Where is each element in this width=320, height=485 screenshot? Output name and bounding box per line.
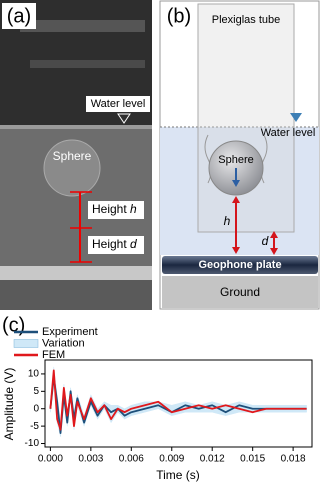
tube-label: Plexiglas tube	[212, 14, 281, 26]
series-line	[49, 369, 307, 431]
legend-swatch	[13, 339, 39, 348]
label-word: Height	[92, 202, 127, 216]
y-tick-label: 10	[28, 369, 40, 380]
label-box	[88, 201, 144, 219]
base	[0, 280, 152, 310]
plate	[0, 266, 152, 280]
x-tick-label: 0.018	[281, 454, 306, 465]
label-symbol: d	[130, 237, 137, 251]
x-tick-label: 0.015	[240, 454, 265, 465]
water-level-marker	[117, 113, 131, 124]
ground	[162, 276, 318, 308]
photo-panel: (a) Water level Sphere Height h Height d	[0, 0, 152, 310]
x-tick-label: 0.000	[38, 454, 63, 465]
label-word: Height	[92, 237, 127, 251]
legend-label: Variation	[42, 337, 85, 349]
legend-label: Experiment	[42, 326, 98, 338]
frame-bar	[20, 20, 145, 32]
series-line	[49, 376, 307, 434]
y-tick-label: 0	[33, 403, 39, 414]
water-level-label: Water level	[261, 127, 316, 139]
geophone-plate	[162, 256, 318, 274]
d-label: d	[262, 234, 269, 248]
velocity-arrow-head	[232, 180, 240, 187]
label-box	[86, 96, 150, 112]
water-level-label: Water level	[91, 98, 146, 110]
sphere-label: Sphere	[218, 154, 253, 166]
d-arrow-head	[270, 248, 278, 255]
d-arrow-head	[270, 231, 278, 238]
chart-panel: (c) Time (s) Amplitude (V) 0.000 0.003 0.0…	[2, 314, 313, 482]
x-tick-label: 0.006	[119, 454, 144, 465]
sphere	[43, 139, 101, 197]
height-d-label: Height d	[92, 237, 137, 251]
ground-label: Ground	[220, 285, 260, 299]
x-tick-label: 0.003	[78, 454, 103, 465]
label-box	[2, 3, 36, 29]
y-tick-label: -10	[25, 438, 40, 449]
panel-label: (a)	[7, 5, 31, 27]
height-h-label: Height h	[92, 202, 137, 216]
water-surface	[0, 125, 152, 129]
x-tick-label: 0.009	[159, 454, 184, 465]
panel-label: (b)	[167, 5, 191, 27]
h-arrow-head	[232, 247, 240, 254]
diagram-panel: Plexiglas tube Water level Sphere h d Ge…	[159, 0, 320, 310]
x-axis-label: Time (s)	[156, 468, 200, 482]
label-box	[88, 236, 144, 254]
h-label: h	[224, 214, 231, 228]
x-tick-label: 0.012	[200, 454, 225, 465]
legend-label: FEM	[42, 349, 65, 361]
y-axis-label: Amplitude (V)	[2, 368, 16, 441]
tube	[197, 3, 295, 233]
label-symbol: h	[130, 202, 137, 216]
h-arrow-head	[232, 196, 240, 203]
plate-label: Geophone plate	[198, 259, 281, 271]
y-tick-label: 5	[33, 386, 39, 397]
y-tick-label: -5	[30, 421, 39, 432]
water-level-marker	[290, 113, 302, 122]
label-box	[162, 3, 196, 29]
sphere-label: Sphere	[53, 149, 92, 163]
plot-frame	[44, 359, 313, 448]
frame-bar	[30, 60, 145, 68]
